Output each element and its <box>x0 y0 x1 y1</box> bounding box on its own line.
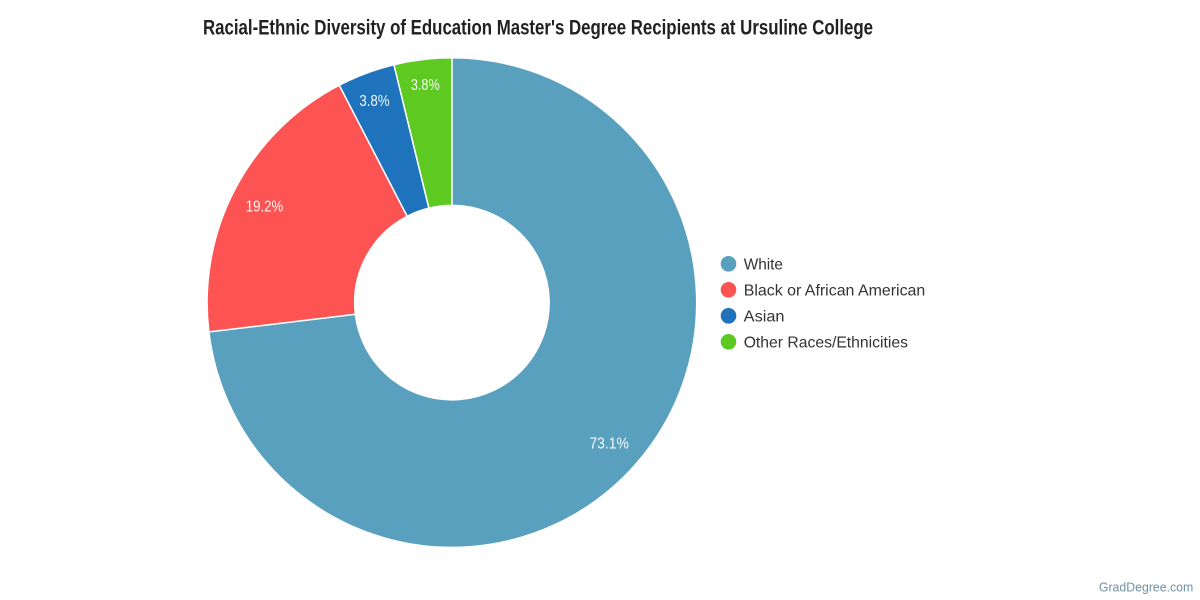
svg-text:3.8%: 3.8% <box>411 77 440 94</box>
svg-text:Asian: Asian <box>744 309 785 326</box>
svg-text:73.1%: 73.1% <box>589 435 629 452</box>
svg-text:3.8%: 3.8% <box>359 93 389 110</box>
svg-text:White: White <box>744 257 783 274</box>
svg-text:19.2%: 19.2% <box>246 198 284 215</box>
svg-text:Black or African American: Black or African American <box>744 283 926 300</box>
svg-text:GradDegree.com: GradDegree.com <box>1099 579 1193 594</box>
svg-text:Other Races/Ethnicities: Other Races/Ethnicities <box>744 335 908 352</box>
svg-text:Racial-Ethnic Diversity of Edu: Racial-Ethnic Diversity of Education Mas… <box>203 17 873 40</box>
